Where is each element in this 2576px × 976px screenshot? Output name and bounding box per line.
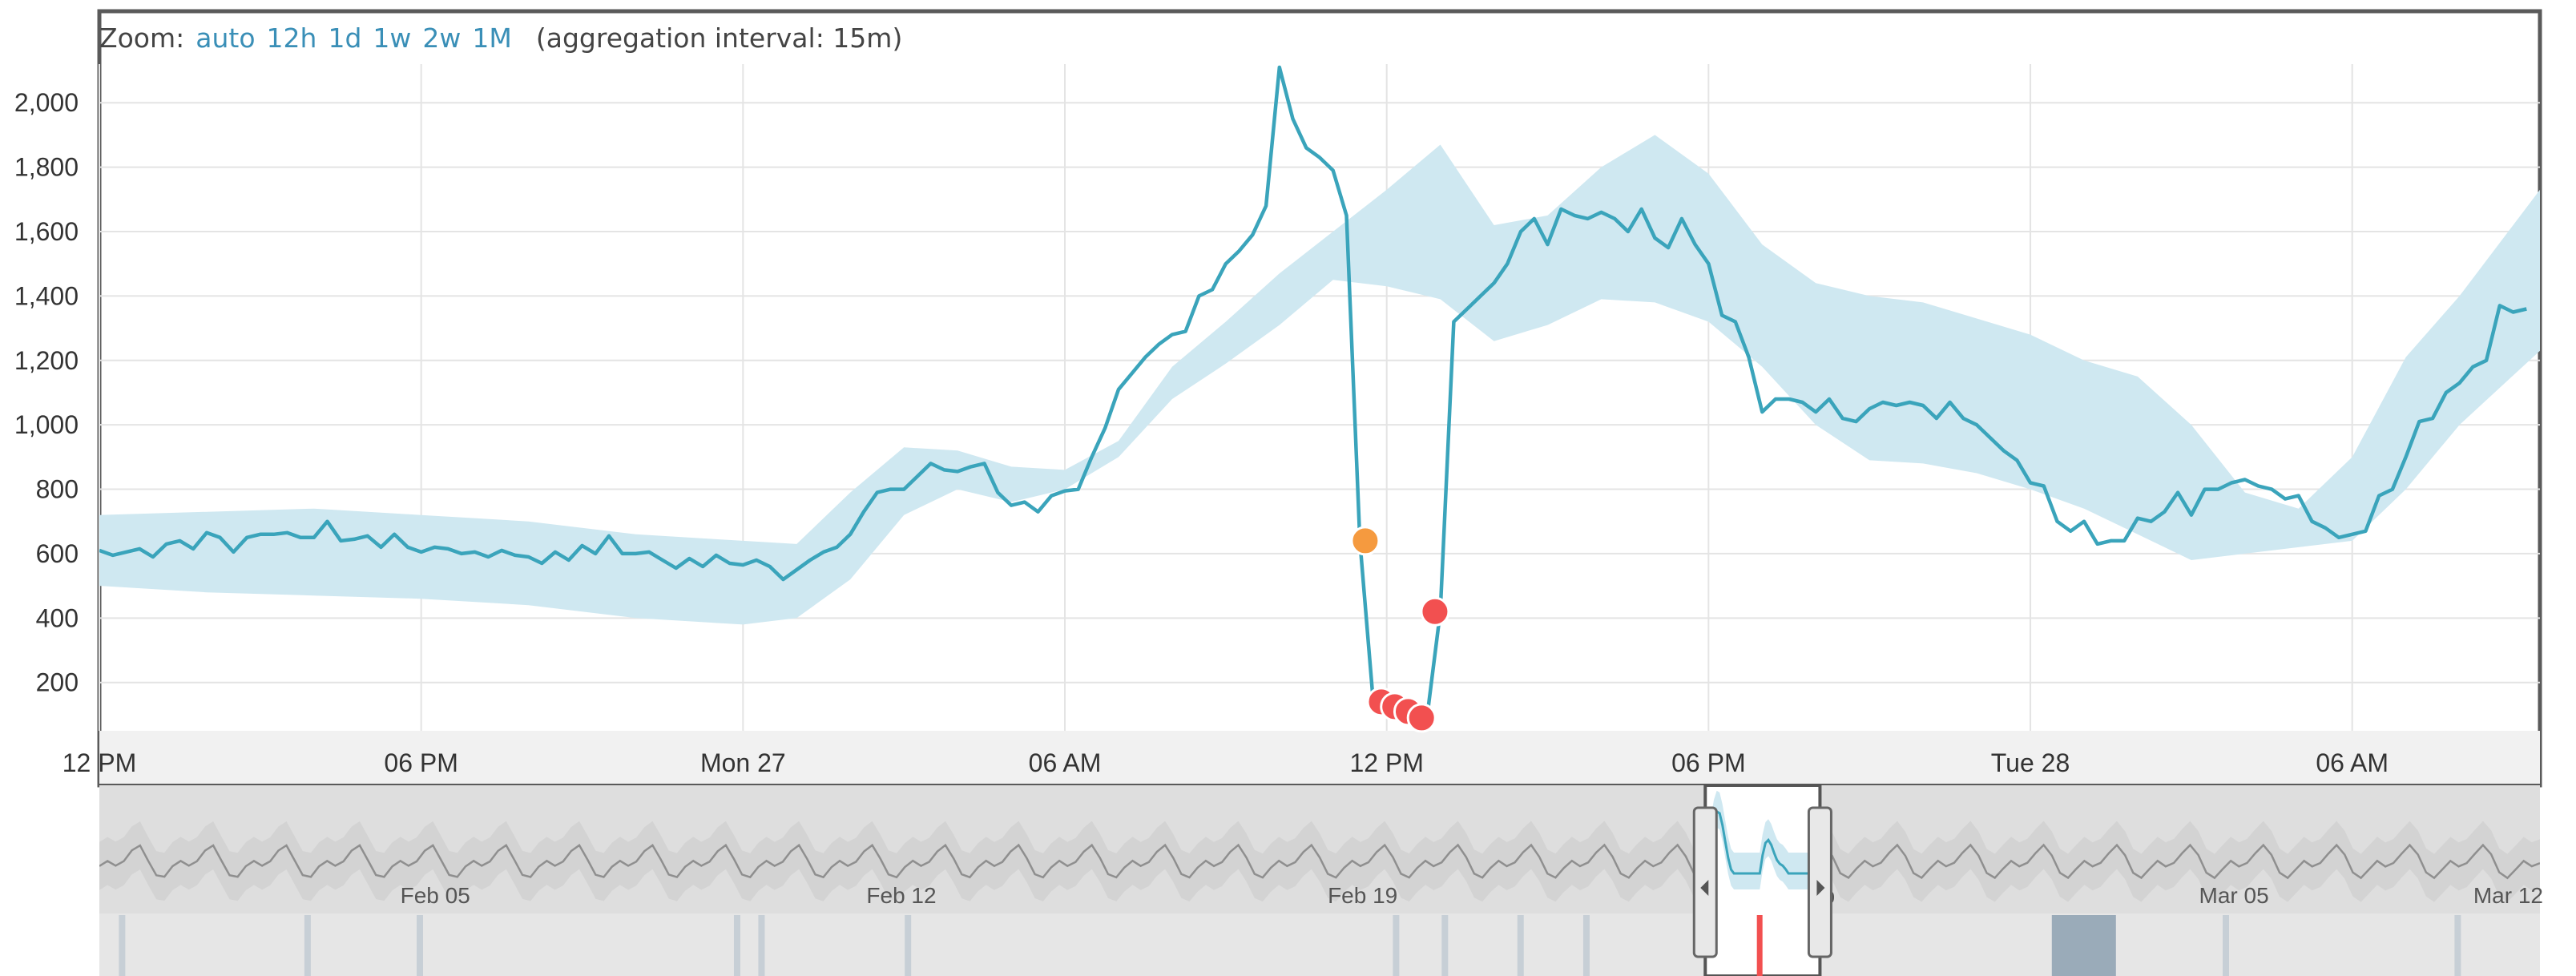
y-tick-label: 800: [36, 475, 79, 504]
y-tick-label: 1,000: [14, 410, 79, 439]
x-tick-label: Mon 27: [700, 748, 786, 777]
context-selection-window[interactable]: [1692, 784, 1832, 976]
swimlane-marker: [1582, 915, 1590, 976]
context-band: [99, 821, 2540, 902]
swimlane-marker: [1441, 915, 1449, 976]
swimlane-marker: [905, 915, 912, 976]
context-date-label: Mar 12: [2473, 883, 2543, 908]
expected-range-band: [99, 135, 2540, 625]
context-date-label: Mar 05: [2199, 883, 2269, 908]
zoom-1d-link[interactable]: 1d: [328, 22, 362, 54]
swimlane-marker: [119, 915, 126, 976]
zoom-12h-link[interactable]: 12h: [266, 22, 317, 54]
y-tick-label: 600: [36, 539, 79, 568]
x-tick-label: 12 PM: [62, 748, 136, 777]
x-tick-label: 06 AM: [2316, 748, 2389, 777]
y-tick-label: 1,400: [14, 281, 79, 310]
y-tick-label: 400: [36, 603, 79, 632]
zoom-label: Zoom:: [99, 22, 185, 54]
context-date-label: Feb 12: [866, 883, 936, 908]
x-axis-strip: [99, 731, 2540, 784]
context-line: [99, 843, 2540, 880]
swimlane-marker: [2223, 915, 2230, 976]
actual-line-layer: [99, 65, 2527, 720]
zoom-bar: Zoom: auto 12h 1d 1w 2w 1M (aggregation …: [99, 0, 902, 75]
swimlane-marker: [758, 915, 765, 976]
aggregation-interval-note: (aggregation interval: 15m): [535, 22, 903, 54]
y-tick-label: 1,600: [14, 217, 79, 246]
swimlane-marker-cluster: [2051, 915, 2116, 976]
swimlane-strip: [99, 913, 2540, 976]
context-date-label: Feb 05: [401, 883, 470, 908]
zoom-1w-link[interactable]: 1w: [373, 22, 412, 54]
anomaly-marker-critical: [1406, 703, 1437, 733]
swimlane-marker: [1393, 915, 1400, 976]
y-tick-label: 1,200: [14, 346, 79, 375]
x-tick-label: 12 PM: [1349, 748, 1423, 777]
anomaly-markers: [1350, 526, 1450, 733]
y-tick-label: 200: [36, 668, 79, 697]
y-tick-label: 2,000: [14, 88, 79, 117]
swimlane-marker: [304, 915, 311, 976]
y-tick-label: 1,800: [14, 153, 79, 182]
actual-value-line: [99, 65, 2527, 720]
chart-frame: [97, 9, 2542, 788]
y-axis: 200 400 600 800 1,000 1,200 1,400 1,600 1,800 2,0…: [14, 88, 79, 696]
x-tick-label: 06 PM: [384, 748, 458, 777]
selection-band: [1705, 790, 1820, 889]
zoom-2w-link[interactable]: 2w: [422, 22, 462, 54]
zoom-auto-link[interactable]: auto: [196, 22, 256, 54]
selection-anomaly-marker: [1756, 915, 1763, 976]
anomaly-marker-major: [1350, 526, 1381, 556]
anomaly-marker-critical: [1420, 596, 1450, 627]
context-expected-band: [99, 821, 2540, 902]
swimlane-marker: [416, 915, 423, 976]
x-tick-label: 06 AM: [1029, 748, 1102, 777]
swimlane-marker: [2454, 915, 2461, 976]
chevron-left-icon: [1700, 880, 1709, 896]
x-tick-label: 06 PM: [1671, 748, 1745, 777]
swimlane-marker: [733, 915, 740, 976]
expected-band-layer: [99, 135, 2540, 625]
context-value-line: [99, 843, 2540, 880]
selection-handle-right: [1807, 806, 1832, 958]
selection-handle-left: [1692, 806, 1718, 958]
swimlane-marker: [1517, 915, 1524, 976]
x-axis: 12 PM 06 PM Mon 27 06 AM 12 PM 06 PM Tue 28 06 …: [62, 748, 2389, 777]
swimlane-markers: [119, 915, 2461, 976]
context-date-label: Feb 19: [1328, 883, 1397, 908]
selection-line: [1703, 809, 1821, 875]
x-tick-label: Tue 28: [1991, 748, 2070, 777]
chevron-right-icon: [1816, 880, 1825, 896]
zoom-1m-link[interactable]: 1M: [472, 22, 512, 54]
